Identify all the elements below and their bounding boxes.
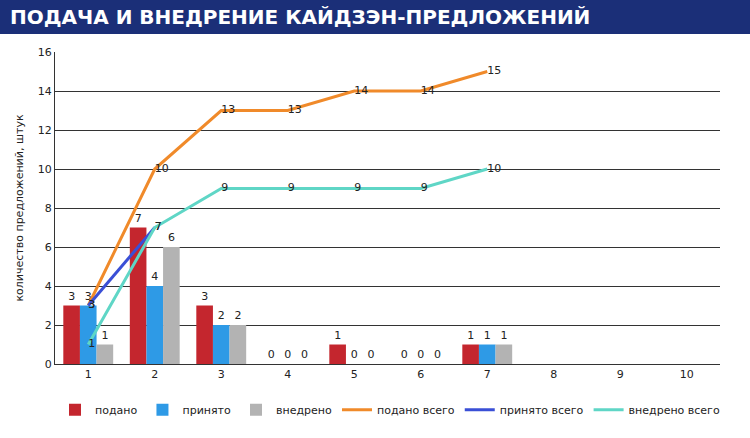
svg-text:3: 3 — [88, 298, 95, 311]
svg-text:14: 14 — [421, 84, 435, 97]
svg-text:10: 10 — [487, 162, 501, 175]
svg-text:внедрено всего: внедрено всего — [629, 404, 720, 417]
svg-text:9: 9 — [221, 181, 228, 194]
svg-text:7: 7 — [135, 212, 142, 225]
svg-text:1: 1 — [88, 337, 95, 350]
svg-text:1: 1 — [467, 329, 474, 342]
svg-text:14: 14 — [38, 85, 52, 98]
svg-text:9: 9 — [617, 368, 624, 381]
svg-text:внедрено: внедрено — [276, 404, 332, 417]
svg-text:0: 0 — [284, 348, 291, 361]
svg-text:7: 7 — [484, 368, 491, 381]
svg-text:2: 2 — [218, 309, 225, 322]
svg-text:6: 6 — [417, 368, 424, 381]
svg-text:10: 10 — [155, 162, 169, 175]
svg-text:6: 6 — [168, 231, 175, 244]
svg-text:1: 1 — [85, 368, 92, 381]
svg-text:9: 9 — [354, 181, 361, 194]
svg-text:0: 0 — [367, 348, 374, 361]
svg-text:3: 3 — [68, 290, 75, 303]
svg-text:13: 13 — [288, 103, 302, 116]
svg-text:10: 10 — [680, 368, 694, 381]
svg-text:2: 2 — [234, 309, 241, 322]
svg-text:3: 3 — [218, 368, 225, 381]
svg-text:4: 4 — [151, 270, 158, 283]
svg-text:1: 1 — [101, 329, 108, 342]
html-text:ПОДАЧА И ВНЕДРЕНИЕ КАЙДЗЭН-ПРЕ: ПОДАЧА И ВНЕДРЕНИЕ КАЙДЗЭН-ПРЕДЛОЖЕНИЙ — [10, 5, 591, 29]
svg-text:3: 3 — [201, 290, 208, 303]
svg-text:0: 0 — [45, 358, 52, 371]
svg-text:5: 5 — [351, 368, 358, 381]
svg-text:принято: принято — [182, 404, 231, 417]
svg-text:1: 1 — [484, 329, 491, 342]
svg-text:10: 10 — [38, 163, 52, 176]
svg-text:2: 2 — [151, 368, 158, 381]
svg-text:0: 0 — [401, 348, 408, 361]
svg-text:9: 9 — [288, 181, 295, 194]
svg-text:9: 9 — [421, 181, 428, 194]
svg-text:1: 1 — [500, 329, 507, 342]
svg-text:12: 12 — [38, 124, 52, 137]
svg-text:14: 14 — [354, 84, 368, 97]
svg-text:количество предложений, штук: количество предложений, штук — [13, 114, 26, 301]
svg-text:15: 15 — [487, 64, 501, 77]
svg-text:7: 7 — [155, 220, 162, 233]
svg-text:0: 0 — [351, 348, 358, 361]
svg-text:0: 0 — [301, 348, 308, 361]
svg-text:подано всего: подано всего — [377, 404, 455, 417]
svg-text:принято всего: принято всего — [500, 404, 584, 417]
svg-text:16: 16 — [38, 46, 52, 59]
svg-text:6: 6 — [45, 241, 52, 254]
svg-text:8: 8 — [45, 202, 52, 215]
svg-text:подано: подано — [95, 404, 137, 417]
svg-text:1: 1 — [334, 329, 341, 342]
svg-text:4: 4 — [45, 280, 52, 293]
svg-text:8: 8 — [550, 368, 557, 381]
svg-text:0: 0 — [434, 348, 441, 361]
svg-text:3: 3 — [85, 290, 92, 303]
svg-text:0: 0 — [417, 348, 424, 361]
svg-text:0: 0 — [268, 348, 275, 361]
svg-text:3: 3 — [88, 298, 95, 311]
svg-text:2: 2 — [45, 319, 52, 332]
svg-text:13: 13 — [221, 103, 235, 116]
svg-text:7: 7 — [155, 220, 162, 233]
svg-text:4: 4 — [284, 368, 291, 381]
